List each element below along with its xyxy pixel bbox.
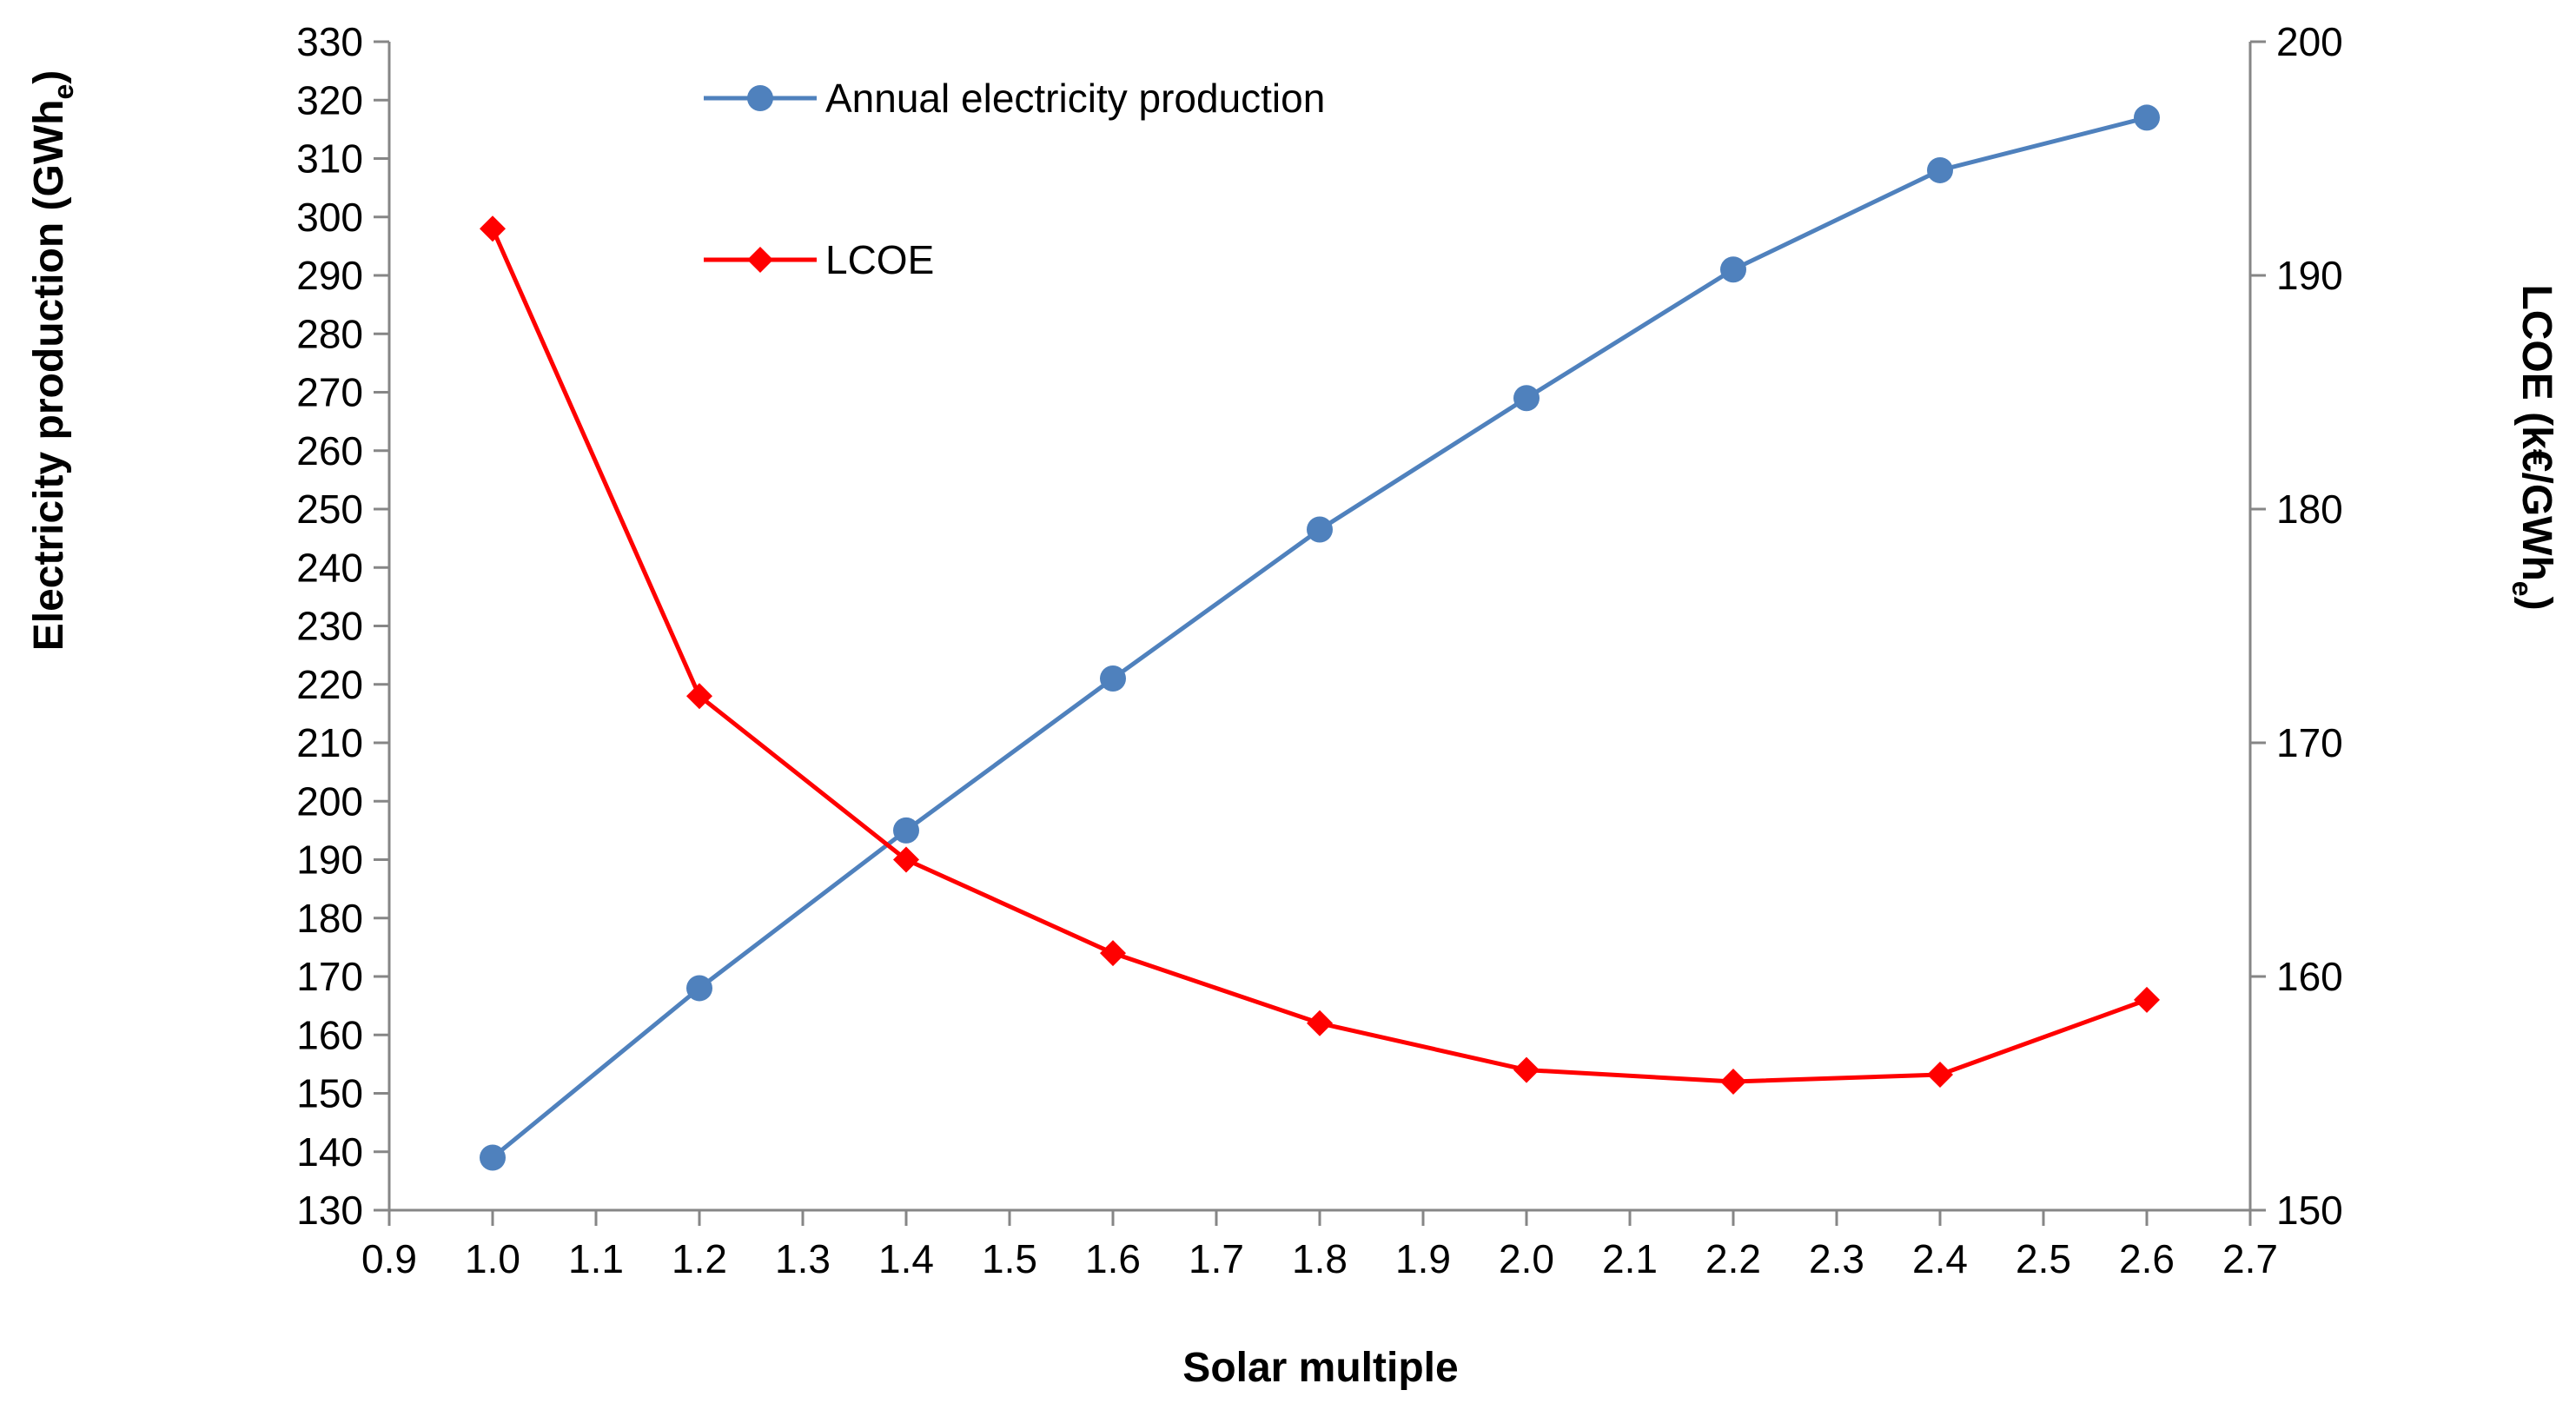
x-tick-label: 1.1 [568,1236,624,1281]
y-tick-label: 270 [296,370,363,415]
series-line-lcoe [490,228,2148,1084]
y2-tick-label: 160 [2276,954,2343,999]
series-line-production [491,116,2148,1160]
y2-tick-label: 170 [2276,720,2343,765]
x-axis: 0.9 1.0 1.1 1.2 1.3 1.4 1.5 1.6 1.7 1.8 1.9 2.0 2.1 2… [361,1208,2278,1281]
x-tick-label: 1.0 [465,1236,520,1281]
x-tick-label: 1.8 [1292,1236,1348,1281]
series-layer [480,104,2160,1171]
x-tick-label: 2.7 [2222,1236,2278,1281]
y-axis-right: 150 160 170 180 190 200 [2248,19,2343,1233]
data-point-production [1720,256,1746,283]
data-point-lcoe [480,215,506,242]
y-tick-label: 210 [296,720,363,765]
data-point-production [686,975,712,1002]
y-tick-label: 190 [296,837,363,883]
x-tick-label: 1.7 [1189,1236,1244,1281]
legend-marker-lcoe [747,247,773,273]
y-axis-left: 130 140 150 160 170 180 190 200 210 220 230 240 250 2… [296,19,391,1233]
x-tick-label: 2.0 [1499,1236,1554,1281]
y-tick-label: 150 [296,1071,363,1116]
x-tick-label: 0.9 [361,1236,417,1281]
x-tick-label: 1.9 [1395,1236,1451,1281]
y2-axis-title: LCOE (k€/GWhe) [2506,284,2559,610]
x-tick-label: 1.4 [878,1236,934,1281]
data-point-production [1513,385,1540,412]
y-tick-label: 320 [296,77,363,122]
data-point-production [1927,156,1953,183]
data-point-production [1100,665,1126,692]
x-tick-label: 2.5 [2016,1236,2071,1281]
y-tick-label: 230 [296,604,363,649]
x-tick-label: 1.3 [775,1236,831,1281]
y-tick-label: 160 [296,1012,363,1057]
data-point-production [1307,516,1333,543]
x-tick-label: 2.4 [1912,1236,1968,1281]
y-tick-label: 300 [296,195,363,240]
y2-tick-label: 180 [2276,487,2343,532]
data-point-lcoe [2134,986,2160,1013]
x-tick-label: 2.1 [1602,1236,1658,1281]
y-tick-label: 260 [296,428,363,473]
legend-marker-production [747,85,773,111]
legend-label-lcoe: LCOE [825,237,934,282]
y-tick-label: 170 [296,954,363,999]
y-tick-label: 290 [296,253,363,298]
y-tick-label: 130 [296,1188,363,1233]
data-point-production [2134,104,2160,131]
y-tick-label: 220 [296,662,363,707]
x-tick-label: 2.3 [1809,1236,1864,1281]
y2-tick-label: 150 [2276,1188,2343,1233]
x-axis-title: Solar multiple [1182,1345,1458,1391]
y-tick-label: 310 [296,136,363,182]
y2-tick-label: 200 [2276,19,2343,64]
data-point-lcoe [1720,1069,1746,1096]
legend: Annual electricity production LCOE [704,76,1325,282]
x-tick-label: 1.2 [672,1236,727,1281]
x-tick-label: 2.6 [2119,1236,2175,1281]
y-tick-label: 200 [296,778,363,824]
data-point-production [480,1144,506,1171]
y-tick-label: 140 [296,1129,363,1175]
y-tick-label: 330 [296,19,363,64]
y-tick-label: 250 [296,487,363,532]
y-axis-title: Electricity production (GWhe) [26,70,79,651]
data-point-lcoe [1307,1010,1333,1036]
y-tick-label: 180 [296,896,363,941]
x-tick-label: 2.2 [1705,1236,1761,1281]
data-point-lcoe [686,683,712,710]
data-point-lcoe [1513,1056,1540,1083]
y-tick-label: 280 [296,311,363,356]
x-tick-label: 1.5 [982,1236,1037,1281]
data-point-lcoe [1100,940,1126,967]
x-tick-label: 1.6 [1085,1236,1141,1281]
data-point-lcoe [893,846,919,873]
data-point-production [893,817,919,844]
y2-tick-label: 190 [2276,253,2343,298]
y-tick-label: 240 [296,545,363,590]
data-point-lcoe [1927,1061,1953,1088]
legend-label-production: Annual electricity production [825,76,1325,121]
